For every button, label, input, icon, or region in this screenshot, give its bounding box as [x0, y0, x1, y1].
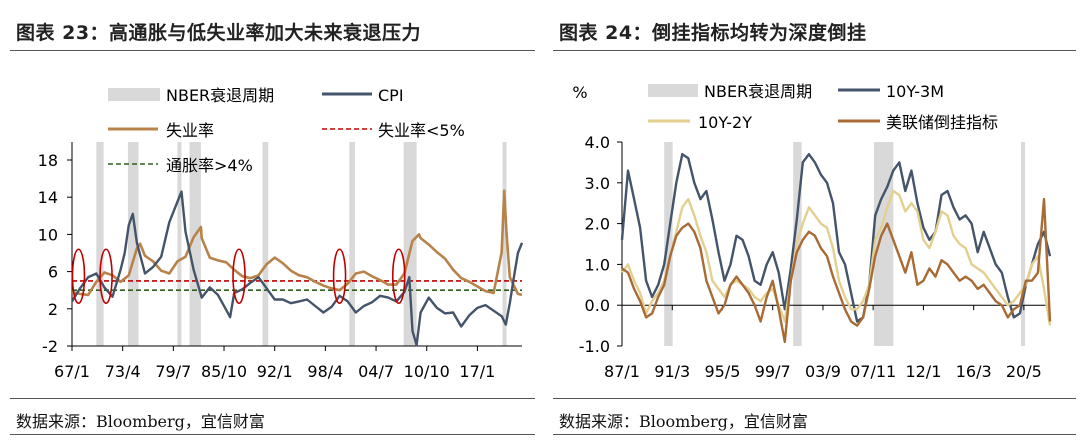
right-y-tick-label: -1.0 — [579, 337, 610, 356]
left-recession-band — [262, 142, 269, 346]
right-x-tick-label: 87/1 — [604, 362, 640, 381]
right-y-axis-unit: % — [572, 83, 587, 102]
left-recession-band — [189, 142, 201, 346]
left-chart-title: 图表 23：高通胀与低失业率加大未来衰退压力 — [16, 22, 422, 44]
left-y-tick-label: 6 — [48, 263, 58, 282]
right-10y3m-line — [620, 152, 1052, 323]
left-title-underline — [10, 50, 535, 51]
right-recession-band — [873, 142, 894, 346]
left-y-tick-label: 14 — [38, 188, 58, 207]
left-legend-label-cpi: CPI — [378, 86, 404, 105]
left-y-tick-label: 10 — [38, 225, 58, 244]
left-highlight-circle — [99, 248, 113, 305]
left-y-tick-label: -2 — [42, 337, 58, 356]
left-legend-label-recession: NBER衰退周期 — [166, 86, 274, 105]
right-y-tick-label: 3.0 — [585, 174, 610, 193]
right-x-tick-label: 95/5 — [704, 362, 740, 381]
left-x-tick-label: 92/1 — [257, 362, 293, 381]
right-x-tick-label: 91/3 — [654, 362, 690, 381]
left-recession-band — [349, 142, 355, 346]
right-source-note: 数据来源：Bloomberg，宜信财富 — [559, 412, 808, 431]
right-y-tick-label: 0.0 — [585, 296, 610, 315]
right-legend-label-10y2y: 10Y-2Y — [698, 113, 752, 132]
right-y-tick-label: 4.0 — [585, 133, 610, 152]
right-recession-band — [664, 142, 673, 346]
left-highlight-circle — [332, 248, 347, 305]
right-fed-inversion-line — [621, 197, 1052, 344]
left-x-tick-label: 85/10 — [201, 362, 247, 381]
left-y-tick-label: 18 — [38, 151, 58, 170]
right-y-tick-label: 1.0 — [585, 255, 610, 274]
left-legend-swatch-recession — [108, 88, 160, 101]
left-legend-label-unemployment: 失业率 — [166, 121, 214, 140]
left-recession-band — [502, 142, 507, 346]
left-x-tick-label: 73/4 — [105, 362, 141, 381]
left-cpi-line — [70, 190, 524, 347]
right-bottom-rule — [553, 434, 1076, 435]
left-x-tick-label: 67/1 — [54, 362, 90, 381]
right-x-tick-label: 03/9 — [805, 362, 841, 381]
right-title-underline — [553, 50, 1076, 51]
right-y-tick-label: 2.0 — [585, 215, 610, 234]
left-source-rule — [10, 398, 535, 399]
left-recession-band — [96, 142, 104, 346]
left-highlight-circle — [391, 248, 406, 305]
left-legend-label-unemployment-threshold: 失业率<5% — [378, 121, 465, 140]
right-x-tick-label: 16/3 — [956, 362, 992, 381]
left-x-tick-label: 79/7 — [155, 362, 191, 381]
left-highlight-circle — [71, 248, 86, 305]
right-legend-label-recession: NBER衰退周期 — [704, 82, 812, 101]
left-source-note: 数据来源：Bloomberg，宜信财富 — [16, 412, 265, 431]
left-x-tick-label: 98/4 — [307, 362, 343, 381]
right-x-tick-label: 12/1 — [905, 362, 941, 381]
left-bottom-rule — [10, 434, 535, 435]
left-x-tick-label: 17/1 — [459, 362, 495, 381]
left-unemployment-line — [71, 189, 523, 297]
right-x-tick-label: 07/11 — [850, 362, 896, 381]
left-legend-label-inflation-threshold: 通胀率>4% — [166, 156, 253, 175]
left-recession-band — [177, 142, 182, 346]
right-recession-band — [1021, 142, 1026, 346]
right-chart-title: 图表 24：倒挂指标均转为深度倒挂 — [559, 22, 867, 44]
left-y-tick-label: 2 — [48, 300, 58, 319]
left-highlight-circle — [232, 248, 246, 305]
right-legend-swatch-recession — [648, 84, 698, 97]
right-x-tick-label: 99/7 — [755, 362, 791, 381]
left-recession-band — [127, 142, 139, 346]
left-x-tick-label: 10/10 — [404, 362, 450, 381]
right-x-tick-label: 20/5 — [1006, 362, 1042, 381]
left-recession-band — [403, 142, 417, 346]
right-legend-label-fed-inversion: 美联储倒挂指标 — [886, 113, 998, 132]
right-10y2y-line — [621, 189, 1052, 326]
left-x-tick-label: 04/7 — [358, 362, 394, 381]
right-source-rule — [553, 398, 1076, 399]
right-legend-label-10y3m: 10Y-3M — [886, 82, 944, 101]
